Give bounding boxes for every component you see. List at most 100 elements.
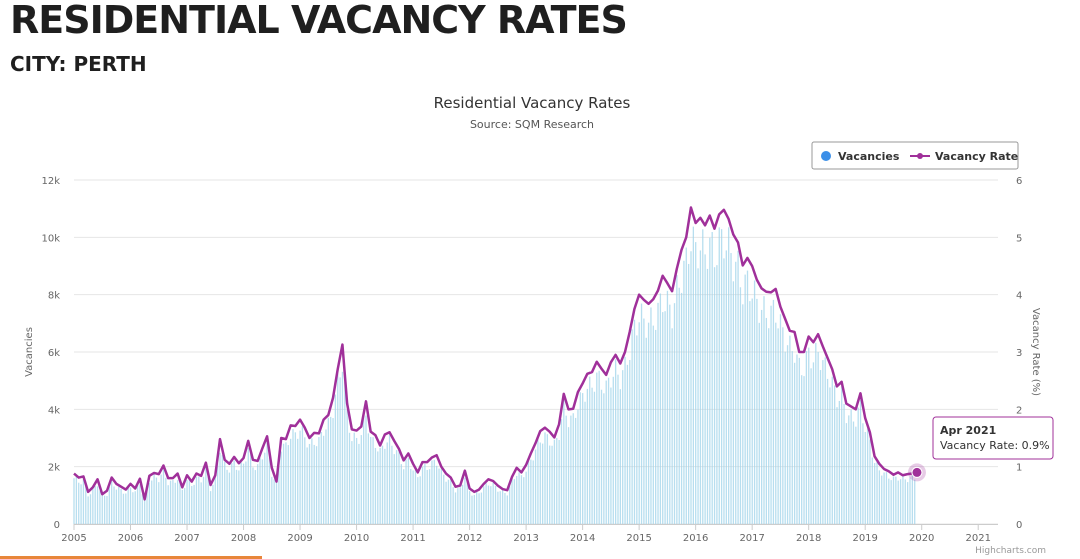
vacancies-bar[interactable] (546, 434, 548, 524)
vacancies-bar[interactable] (155, 477, 158, 524)
vacancies-bar[interactable] (836, 407, 838, 524)
vacancies-bar[interactable] (231, 463, 233, 524)
vacancies-bar[interactable] (749, 301, 751, 524)
vacancies-bar[interactable] (207, 476, 209, 524)
vacancies-bar[interactable] (657, 302, 659, 524)
vacancies-bar[interactable] (824, 357, 826, 524)
vacancies-bar[interactable] (344, 381, 346, 524)
vacancies-bar[interactable] (191, 486, 193, 524)
vacancies-bar[interactable] (848, 415, 850, 524)
vacancies-bar[interactable] (217, 463, 219, 524)
vacancies-bar[interactable] (643, 318, 645, 524)
vacancies-bar[interactable] (520, 475, 523, 524)
vacancies-bar[interactable] (96, 486, 99, 524)
vacancies-bar[interactable] (398, 451, 400, 524)
vacancies-bar[interactable] (497, 491, 499, 524)
vacancies-bar[interactable] (801, 375, 803, 524)
vacancies-bar[interactable] (144, 500, 146, 524)
vacancies-bar[interactable] (673, 303, 676, 524)
vacancies-bar[interactable] (311, 438, 313, 524)
vacancies-bar[interactable] (709, 237, 711, 525)
vacancies-bar[interactable] (125, 493, 127, 524)
vacancies-bar[interactable] (153, 474, 155, 524)
vacancies-bar[interactable] (499, 491, 501, 524)
vacancies-bar[interactable] (414, 469, 417, 524)
vacancies-bar[interactable] (711, 232, 713, 524)
vacancies-bar[interactable] (706, 268, 709, 524)
vacancies-bar[interactable] (676, 275, 678, 524)
vacancies-bar[interactable] (570, 415, 572, 524)
vacancies-bar[interactable] (299, 430, 301, 524)
vacancies-bar[interactable] (723, 258, 725, 524)
vacancies-bar[interactable] (874, 463, 876, 524)
vacancies-bar[interactable] (746, 270, 749, 524)
vacancies-bar[interactable] (530, 459, 532, 524)
vacancies-bar[interactable] (268, 457, 271, 524)
vacancies-bar[interactable] (862, 423, 864, 524)
vacancies-bar[interactable] (782, 327, 784, 524)
vacancies-bar[interactable] (525, 471, 527, 524)
legend-vacancies-label[interactable]: Vacancies (838, 150, 900, 163)
vacancies-bar[interactable] (443, 474, 445, 524)
vacancies-bar[interactable] (417, 477, 419, 524)
vacancies-bar[interactable] (833, 385, 836, 524)
vacancies-bar[interactable] (892, 476, 895, 524)
vacancies-bar[interactable] (614, 359, 617, 524)
vacancies-bar[interactable] (464, 477, 466, 524)
vacancies-bar[interactable] (113, 486, 115, 524)
vacancies-bar[interactable] (174, 482, 176, 524)
vacancies-bar[interactable] (793, 362, 796, 524)
vacancies-bar[interactable] (99, 490, 101, 524)
vacancies-bar[interactable] (162, 467, 165, 524)
vacancies-bar[interactable] (845, 423, 848, 524)
vacancies-bar[interactable] (742, 304, 744, 524)
vacancies-bar[interactable] (589, 376, 591, 524)
vacancies-bar[interactable] (219, 452, 221, 524)
vacancies-bar[interactable] (101, 494, 103, 524)
vacancies-bar[interactable] (605, 380, 607, 524)
vacancies-bar[interactable] (377, 451, 379, 524)
vacancies-bar[interactable] (494, 485, 497, 524)
vacancies-bar[interactable] (78, 482, 80, 524)
vacancies-bar[interactable] (337, 373, 339, 524)
vacancies-bar[interactable] (899, 479, 902, 524)
vacancies-bar[interactable] (410, 468, 412, 524)
vacancies-bar[interactable] (188, 479, 191, 524)
vacancies-bar[interactable] (252, 467, 254, 524)
vacancies-bar[interactable] (739, 287, 742, 524)
vacancies-bar[interactable] (457, 488, 459, 524)
vacancies-bar[interactable] (151, 480, 153, 524)
vacancies-bar[interactable] (631, 329, 633, 524)
vacancies-bar[interactable] (702, 229, 704, 524)
vacancies-bar[interactable] (850, 409, 852, 524)
vacancies-bar[interactable] (897, 480, 899, 524)
vacancies-bar[interactable] (768, 328, 770, 524)
vacancies-bar[interactable] (777, 328, 779, 524)
vacancies-bar[interactable] (805, 351, 808, 524)
vacancies-bar[interactable] (85, 485, 87, 524)
vacancies-bar[interactable] (363, 416, 365, 524)
vacancy-rate-series-line[interactable] (73, 206, 918, 501)
vacancies-bar[interactable] (240, 462, 242, 524)
vacancies-bar[interactable] (224, 461, 226, 524)
vacancies-bar[interactable] (798, 357, 800, 524)
vacancies-bar[interactable] (426, 469, 428, 524)
credits-link[interactable]: Highcharts.com (975, 546, 1046, 556)
vacancies-bar[interactable] (148, 483, 151, 524)
vacancies-bar[interactable] (129, 487, 132, 525)
vacancies-bar[interactable] (826, 378, 829, 524)
vacancies-bar[interactable] (346, 409, 348, 524)
vacancies-bar[interactable] (737, 250, 739, 524)
vacancies-bar[interactable] (341, 371, 344, 524)
vacancies-bar[interactable] (445, 481, 447, 524)
vacancies-bar[interactable] (756, 298, 758, 524)
vacancies-bar[interactable] (261, 459, 264, 524)
vacancies-bar[interactable] (94, 485, 96, 524)
vacancies-bar[interactable] (228, 472, 231, 524)
vacancies-bar[interactable] (838, 400, 840, 524)
vacancies-bar[interactable] (264, 452, 266, 524)
vacancies-bar[interactable] (308, 443, 311, 524)
vacancies-bar[interactable] (895, 476, 897, 524)
vacancies-bar[interactable] (600, 389, 603, 524)
vacancies-bar[interactable] (772, 299, 775, 524)
